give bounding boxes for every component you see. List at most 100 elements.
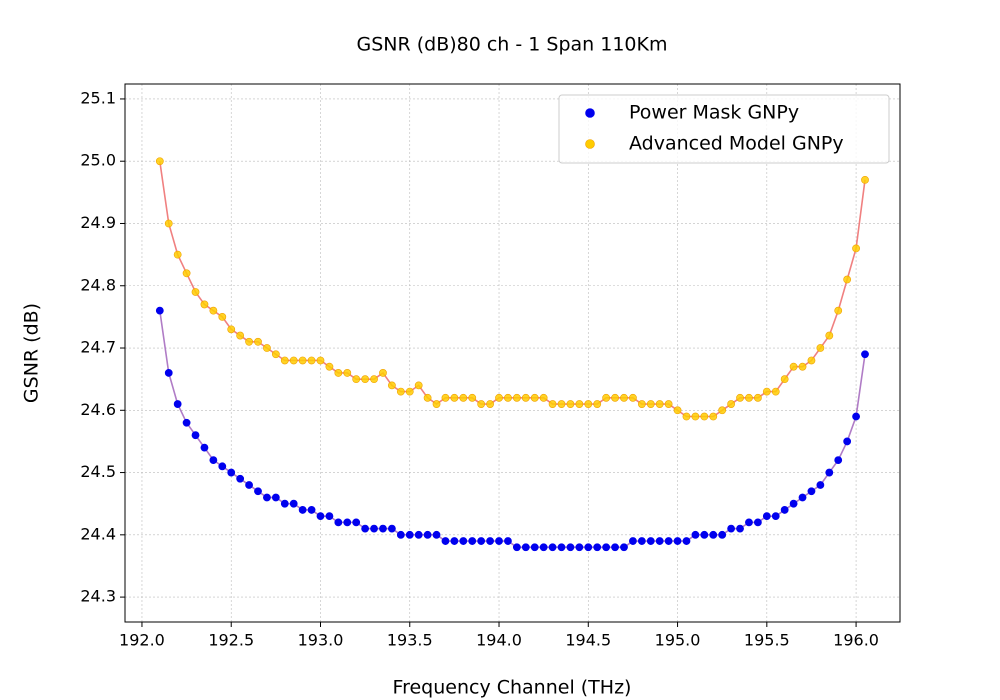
point [370,524,378,533]
point [495,393,503,402]
point [798,493,807,502]
point [495,537,503,545]
chart-title: GSNR (dB)80 ch - 1 Span 110Km [356,34,667,56]
point [361,524,370,533]
point [691,530,700,539]
point [441,393,450,402]
point [227,325,236,334]
point [861,350,869,359]
point [182,269,191,278]
point [325,512,334,521]
point [780,375,789,384]
point [521,543,530,552]
point [736,393,744,402]
point [852,412,860,421]
point [155,157,164,166]
x-tick-label: 193.5 [387,631,433,650]
point [191,288,200,296]
point [700,412,709,421]
point [370,375,378,384]
point [825,331,834,340]
point [173,400,182,408]
point [468,393,477,402]
point [298,506,307,514]
x-tick-label: 194.5 [565,631,611,650]
point [280,356,289,365]
point [200,300,209,309]
point [861,175,869,184]
point [388,524,396,533]
point [280,499,289,508]
legend-label: Power Mask GNPy [629,102,799,124]
point [289,356,298,365]
point [557,543,566,552]
point [200,443,209,452]
point [459,393,468,402]
point [584,400,593,408]
point [396,387,405,396]
point [512,543,521,552]
y-tick-label: 24.5 [80,462,116,481]
y-tick-label: 24.7 [80,338,116,357]
point [852,244,860,253]
x-tick-label: 194.0 [476,631,522,650]
point [566,400,575,408]
point [602,393,611,402]
point [209,456,218,465]
point [530,543,539,552]
point [789,362,798,371]
y-tick-label: 24.9 [80,213,116,232]
point [584,543,593,552]
y-tick-label: 24.3 [80,587,116,606]
point [468,537,477,545]
point [173,250,182,259]
point [700,530,709,539]
point [780,506,789,514]
point [548,400,557,408]
point [504,537,512,545]
point [352,518,361,527]
point [530,393,539,402]
x-tick-label: 195.5 [744,631,790,650]
point [682,537,691,545]
point [620,393,628,402]
point [539,393,548,402]
point [271,493,280,502]
point [637,537,646,545]
point [548,543,557,552]
point [807,487,816,496]
point [432,400,441,408]
point [352,375,361,384]
plot-frame [124,83,901,623]
point [816,481,825,489]
x-axis-label: Frequency Channel (THz) [393,677,632,699]
point [307,506,316,514]
point [664,400,673,408]
point [637,400,646,408]
point [834,456,843,465]
x-tick-label: 192.0 [119,631,165,650]
point [664,537,673,545]
point [334,369,343,377]
point [325,362,334,371]
point [405,387,414,396]
point [191,431,200,440]
point [566,543,575,552]
point [709,530,718,539]
point [834,306,843,315]
point [629,393,637,402]
x-tick-label: 196.0 [833,631,879,650]
point [816,344,825,352]
point [753,518,762,527]
point [164,219,173,228]
y-tick-label: 24.4 [80,524,116,543]
legend-marker [585,108,595,118]
point [432,530,441,539]
point [682,412,691,421]
point [539,543,548,552]
point [423,393,432,402]
point [450,537,459,545]
point [414,530,423,539]
point [289,499,298,508]
